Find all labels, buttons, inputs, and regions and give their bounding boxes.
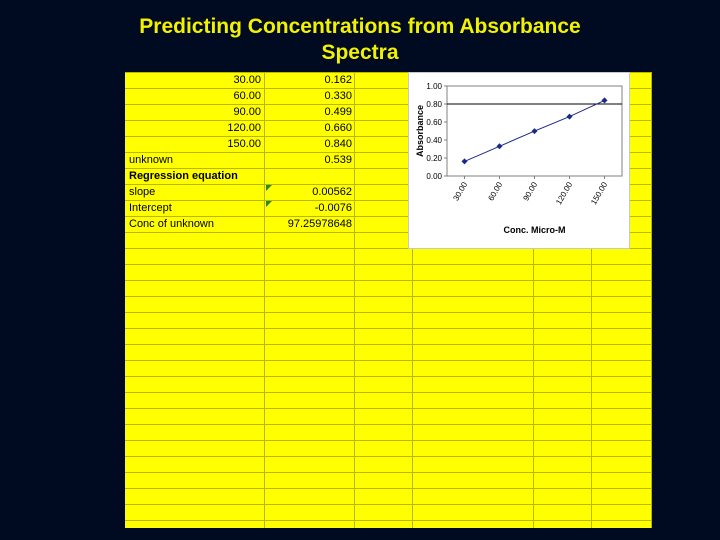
grid-row-line (125, 408, 652, 409)
cell-regression-label[interactable]: Regression equation (129, 170, 238, 182)
grid-row-line (125, 104, 652, 105)
cell-slope-label[interactable]: slope (129, 186, 156, 198)
grid-row-line (125, 136, 652, 137)
x-axis-label: Conc. Micro-M (504, 225, 566, 235)
cell-abs-5[interactable]: 0.840 (324, 138, 352, 150)
grid-column-line (651, 72, 652, 528)
cell-conc-4[interactable]: 120.00 (227, 122, 261, 134)
cell-comment-marker (266, 201, 272, 207)
slide-title: Predicting Concentrations from Absorbanc… (0, 14, 720, 66)
chart-svg: 0.00 0.20 0.40 0.60 0.80 1.00 30.00 60.00 90.00 1… (415, 82, 623, 235)
grid-row-line (125, 200, 652, 201)
cell-comment-marker (266, 185, 272, 191)
y-tick-label: 0.60 (426, 118, 442, 127)
y-tick-label: 1.00 (426, 82, 442, 91)
grid-row-line (125, 456, 652, 457)
x-tick-label: 90.00 (521, 180, 539, 202)
cell-conc-unknown-label[interactable]: Conc of unknown (129, 218, 214, 230)
data-point (566, 113, 573, 120)
cell-slope-value[interactable]: 0.00562 (312, 186, 352, 198)
grid-row-line (125, 440, 652, 441)
cell-abs-3[interactable]: 0.499 (324, 106, 352, 118)
cell-conc-unknown-value[interactable]: 97.25978648 (287, 218, 352, 230)
grid-row-line (125, 216, 652, 217)
grid-row-line (125, 520, 652, 521)
grid-column-line (533, 72, 534, 528)
x-tick-label: 30.00 (451, 180, 469, 202)
x-tick-label: 120.00 (554, 180, 574, 206)
grid-row-line (125, 120, 652, 121)
grid-row-line (125, 248, 652, 249)
cell-intercept-label[interactable]: Intercept (129, 202, 172, 214)
cell-unknown-label[interactable]: unknown (129, 154, 174, 166)
grid-row-line (125, 264, 652, 265)
grid-column-line (412, 72, 413, 528)
grid-row-line (125, 360, 652, 361)
grid-row-line (125, 312, 652, 313)
x-tick-label: 60.00 (486, 180, 504, 202)
data-point (531, 128, 538, 135)
data-point (496, 143, 503, 150)
grid-column-line (591, 72, 592, 528)
x-tick-label: 150.00 (589, 180, 609, 206)
grid-column-line (354, 72, 355, 528)
y-tick-label: 0.80 (426, 100, 442, 109)
grid-row-line (125, 472, 652, 473)
y-axis-label: Absorbance (415, 105, 425, 157)
grid-row-line (125, 376, 652, 377)
grid-row-line (125, 296, 652, 297)
grid-row-line (125, 184, 652, 185)
cell-conc-1[interactable]: 30.00 (233, 74, 261, 86)
grid-row-line (125, 488, 652, 489)
absorbance-chart[interactable]: 0.00 0.20 0.40 0.60 0.80 1.00 30.00 60.00 90.00 1… (408, 72, 630, 249)
slide-title-line2: Spectra (321, 41, 399, 64)
cell-abs-1[interactable]: 0.162 (324, 74, 352, 86)
y-tick-label: 0.00 (426, 172, 442, 181)
grid-row-line (125, 328, 652, 329)
slide-title-line1: Predicting Concentrations from Absorbanc… (139, 15, 581, 38)
cell-conc-2[interactable]: 60.00 (233, 90, 261, 102)
grid-row-line (125, 72, 652, 73)
grid-row-line (125, 152, 652, 153)
data-point (601, 97, 608, 104)
grid-row-line (125, 392, 652, 393)
cell-conc-5[interactable]: 150.00 (227, 138, 261, 150)
grid-row-line (125, 168, 652, 169)
grid-row-line (125, 280, 652, 281)
data-point (461, 158, 468, 165)
y-tick-label: 0.40 (426, 136, 442, 145)
cell-intercept-value[interactable]: -0.0076 (314, 202, 352, 214)
cell-conc-3[interactable]: 90.00 (233, 106, 261, 118)
grid-row-line (125, 88, 652, 89)
y-tick-label: 0.20 (426, 154, 442, 163)
cell-abs-2[interactable]: 0.330 (324, 90, 352, 102)
grid-row-line (125, 232, 652, 233)
grid-row-line (125, 424, 652, 425)
grid-column-line (264, 72, 265, 528)
cell-unknown-value[interactable]: 0.539 (324, 154, 352, 166)
grid-row-line (125, 504, 652, 505)
grid-row-line (125, 344, 652, 345)
cell-abs-4[interactable]: 0.660 (324, 122, 352, 134)
